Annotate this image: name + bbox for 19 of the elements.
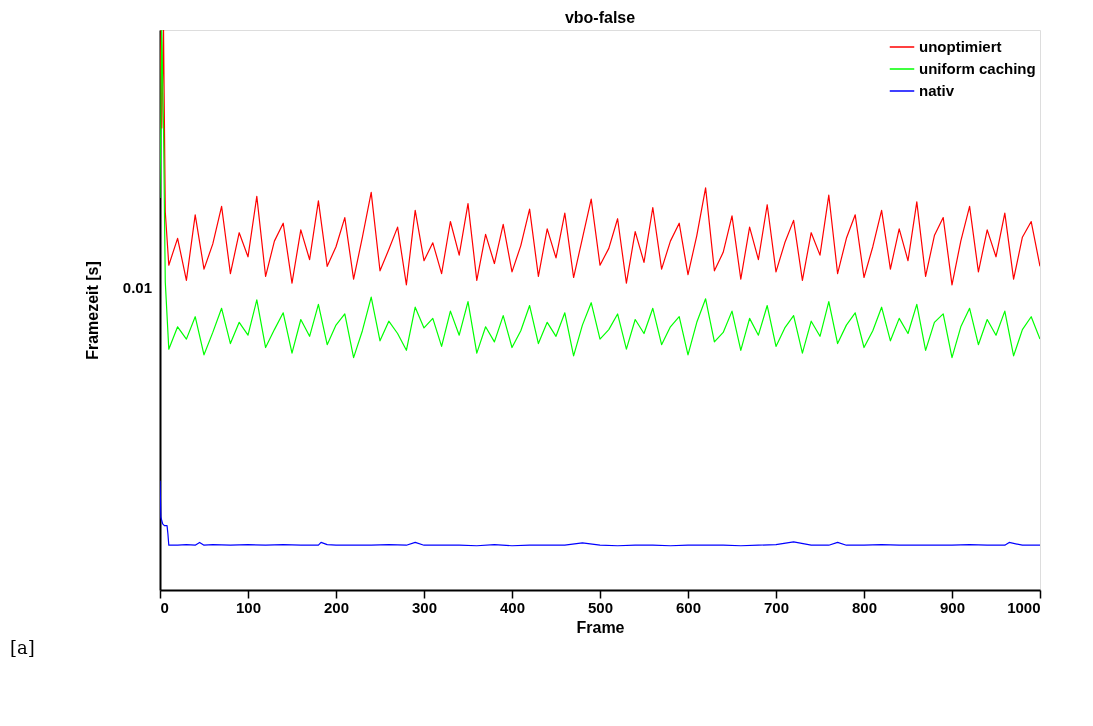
x-tick-label: 800 <box>851 598 878 616</box>
x-tick-label: 300 <box>411 598 438 616</box>
legend-label: nativ <box>919 82 955 99</box>
y-axis-title: Framezeit [s] <box>83 261 101 360</box>
x-tick-label: 200 <box>323 598 350 616</box>
x-tick-label: 0 <box>160 598 169 616</box>
x-tick-label: 1000 <box>1007 598 1041 616</box>
legend-label: unoptimiert <box>919 38 1002 55</box>
x-axis-title: Frame <box>576 618 625 636</box>
x-tick-label: 700 <box>763 598 790 616</box>
chart-title: vbo-false <box>564 9 636 26</box>
x-tick-label: 100 <box>235 598 262 616</box>
x-tick-label: 500 <box>587 598 614 616</box>
text: 0.01 <box>122 278 152 296</box>
x-tick-label: 900 <box>939 598 966 616</box>
legend-label: uniform caching <box>919 60 1036 77</box>
text: [a] <box>10 637 35 658</box>
x-tick-label: 600 <box>675 598 702 616</box>
x-tick-label: 400 <box>499 598 526 616</box>
